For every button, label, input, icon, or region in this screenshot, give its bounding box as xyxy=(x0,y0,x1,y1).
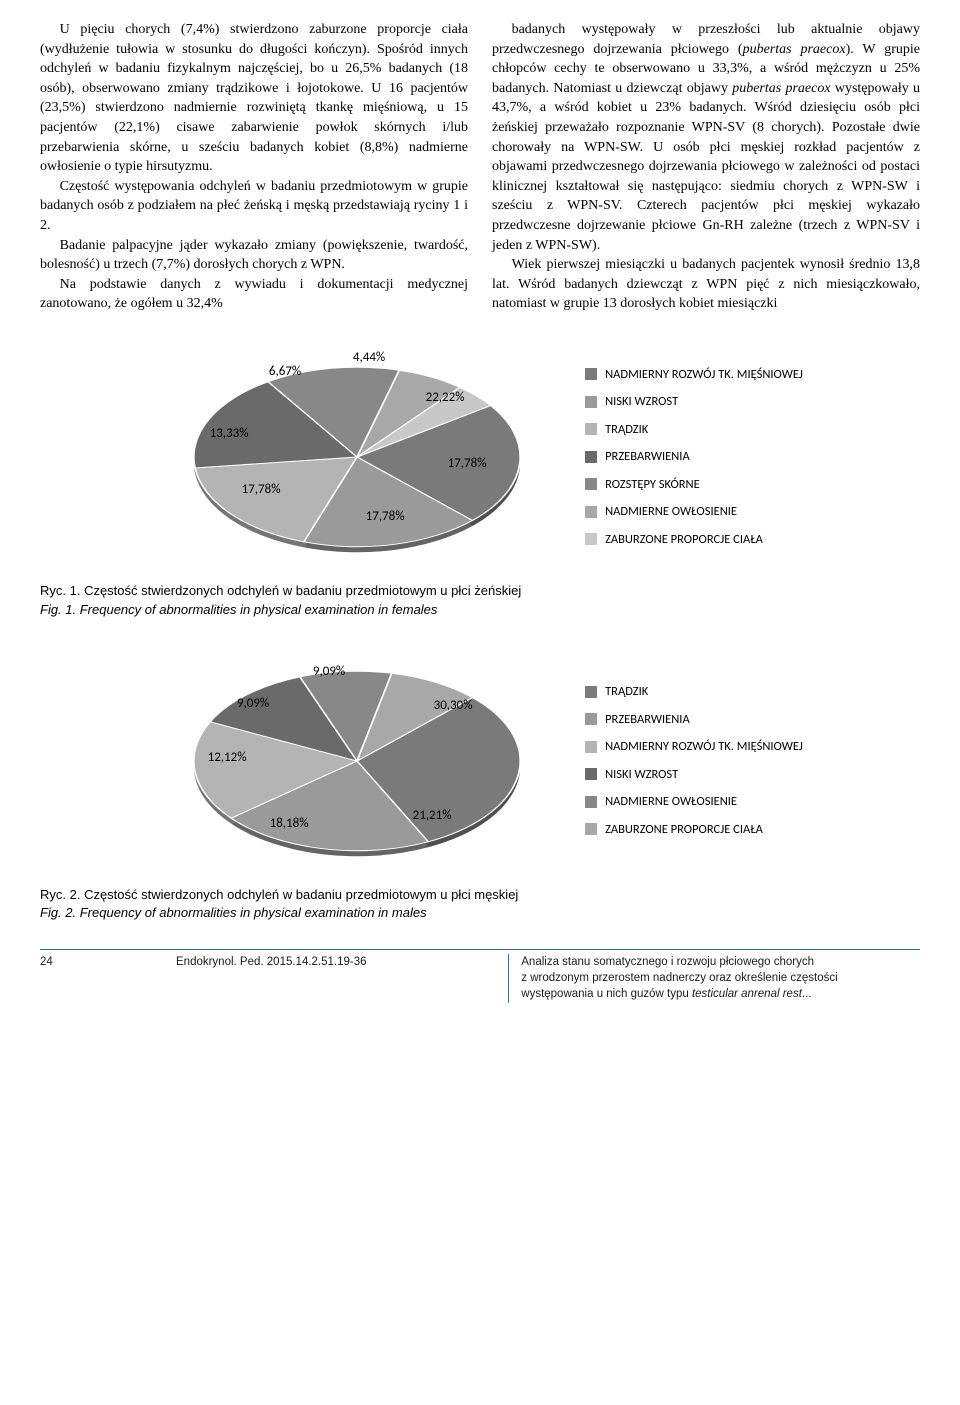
para: badanych występowały w przeszłości lub a… xyxy=(492,20,920,255)
legend-item: PRZEBARWIENIA xyxy=(585,711,803,729)
col-right: badanych występowały w przeszłości lub a… xyxy=(492,20,920,314)
legend-item: NADMIERNY ROZWÓJ TK. MIĘŚNIOWEJ xyxy=(585,738,803,756)
legend-label: TRĄDZIK xyxy=(605,683,648,701)
legend-label: NADMIERNY ROZWÓJ TK. MIĘŚNIOWEJ xyxy=(605,366,803,384)
legend-label: ZABURZONE PROPORCJE CIAŁA xyxy=(605,821,763,839)
legend-1: NADMIERNY ROZWÓJ TK. MIĘŚNIOWEJ NISKI WZR… xyxy=(585,366,803,549)
pie-chart-2: 30,30%21,21%18,18%12,12%9,09%9,09% xyxy=(157,646,557,876)
page-number: 24 xyxy=(40,954,76,1002)
text-run: Analiza stanu somatycznego i rozwoju płc… xyxy=(521,956,814,968)
caption-line-italic: Fig. 1. Frequency of abnormalities in ph… xyxy=(40,601,920,620)
text-italic: testicular anrenal rest xyxy=(692,988,802,1000)
legend-item: NISKI WZROST xyxy=(585,766,803,784)
legend-label: NADMIERNE OWŁOSIENIE xyxy=(605,503,737,521)
legend-swatch xyxy=(585,396,597,408)
legend-swatch xyxy=(585,368,597,380)
legend-label: PRZEBARWIENIA xyxy=(605,711,690,729)
legend-label: NISKI WZROST xyxy=(605,766,678,784)
article-title: Analiza stanu somatycznego i rozwoju płc… xyxy=(508,954,920,1002)
legend-swatch xyxy=(585,713,597,725)
pie-top xyxy=(187,667,527,854)
legend-swatch xyxy=(585,796,597,808)
legend-item: NISKI WZROST xyxy=(585,393,803,411)
legend-label: PRZEBARWIENIA xyxy=(605,448,690,466)
journal-ref: Endokrynol. Ped. 2015.14.2.51.19-36 xyxy=(76,954,508,1002)
legend-2: TRĄDZIK PRZEBARWIENIA NADMIERNY ROZWÓJ TK.… xyxy=(585,683,803,838)
text-run: występowania u nich guzów typu xyxy=(521,988,692,1000)
body-text-columns: U pięciu chorych (7,4%) stwierdzono zabu… xyxy=(40,20,920,314)
legend-item: NADMIERNE OWŁOSIENIE xyxy=(585,793,803,811)
pie-chart-1: 22,22%17,78%17,78%17,78%13,33%6,67%4,44% xyxy=(157,342,557,572)
caption-line: Ryc. 1. Częstość stwierdzonych odchyleń … xyxy=(40,582,920,601)
para: Częstość występowania odchyleń w badaniu… xyxy=(40,177,468,236)
legend-swatch xyxy=(585,506,597,518)
text-run: z wrodzonym przerostem nadnerczy oraz ok… xyxy=(521,972,837,984)
legend-item: ZABURZONE PROPORCJE CIAŁA xyxy=(585,531,803,549)
legend-swatch xyxy=(585,451,597,463)
legend-swatch xyxy=(585,823,597,835)
text-italic: pubertas praecox xyxy=(743,42,846,57)
legend-item: PRZEBARWIENIA xyxy=(585,448,803,466)
legend-item: ROZSTĘPY SKÓRNE xyxy=(585,476,803,494)
para: Na podstawie danych z wywiadu i dokument… xyxy=(40,275,468,314)
legend-swatch xyxy=(585,741,597,753)
legend-label: NISKI WZROST xyxy=(605,393,678,411)
legend-label: TRĄDZIK xyxy=(605,421,648,439)
legend-swatch xyxy=(585,533,597,545)
legend-item: NADMIERNE OWŁOSIENIE xyxy=(585,503,803,521)
para: Wiek pierwszej miesiączki u badanych pac… xyxy=(492,255,920,314)
caption-2: Ryc. 2. Częstość stwierdzonych odchyleń … xyxy=(40,886,920,924)
para: U pięciu chorych (7,4%) stwierdzono zabu… xyxy=(40,20,468,177)
page-footer: 24 Endokrynol. Ped. 2015.14.2.51.19-36 A… xyxy=(40,949,920,1002)
caption-line-italic: Fig. 2. Frequency of abnormalities in ph… xyxy=(40,904,920,923)
text-run: występowały u 43,7%, a wśród kobiet u 23… xyxy=(492,81,920,253)
legend-label: ROZSTĘPY SKÓRNE xyxy=(605,476,700,494)
legend-label: NADMIERNY ROZWÓJ TK. MIĘŚNIOWEJ xyxy=(605,738,803,756)
legend-swatch xyxy=(585,768,597,780)
legend-label: NADMIERNE OWŁOSIENIE xyxy=(605,793,737,811)
text-italic: pubertas praecox xyxy=(732,81,830,96)
legend-item: TRĄDZIK xyxy=(585,421,803,439)
legend-item: NADMIERNY ROZWÓJ TK. MIĘŚNIOWEJ xyxy=(585,366,803,384)
figure-2: 30,30%21,21%18,18%12,12%9,09%9,09% TRĄDZ… xyxy=(40,646,920,876)
text-run: ... xyxy=(802,988,812,1000)
col-left: U pięciu chorych (7,4%) stwierdzono zabu… xyxy=(40,20,468,314)
legend-item: TRĄDZIK xyxy=(585,683,803,701)
legend-item: ZABURZONE PROPORCJE CIAŁA xyxy=(585,821,803,839)
legend-swatch xyxy=(585,423,597,435)
pie-top xyxy=(187,363,527,550)
figure-1: 22,22%17,78%17,78%17,78%13,33%6,67%4,44%… xyxy=(40,342,920,572)
caption-line: Ryc. 2. Częstość stwierdzonych odchyleń … xyxy=(40,886,920,905)
caption-1: Ryc. 1. Częstość stwierdzonych odchyleń … xyxy=(40,582,920,620)
para: Badanie palpacyjne jąder wykazało zmiany… xyxy=(40,236,468,275)
legend-swatch xyxy=(585,478,597,490)
legend-swatch xyxy=(585,686,597,698)
legend-label: ZABURZONE PROPORCJE CIAŁA xyxy=(605,531,763,549)
